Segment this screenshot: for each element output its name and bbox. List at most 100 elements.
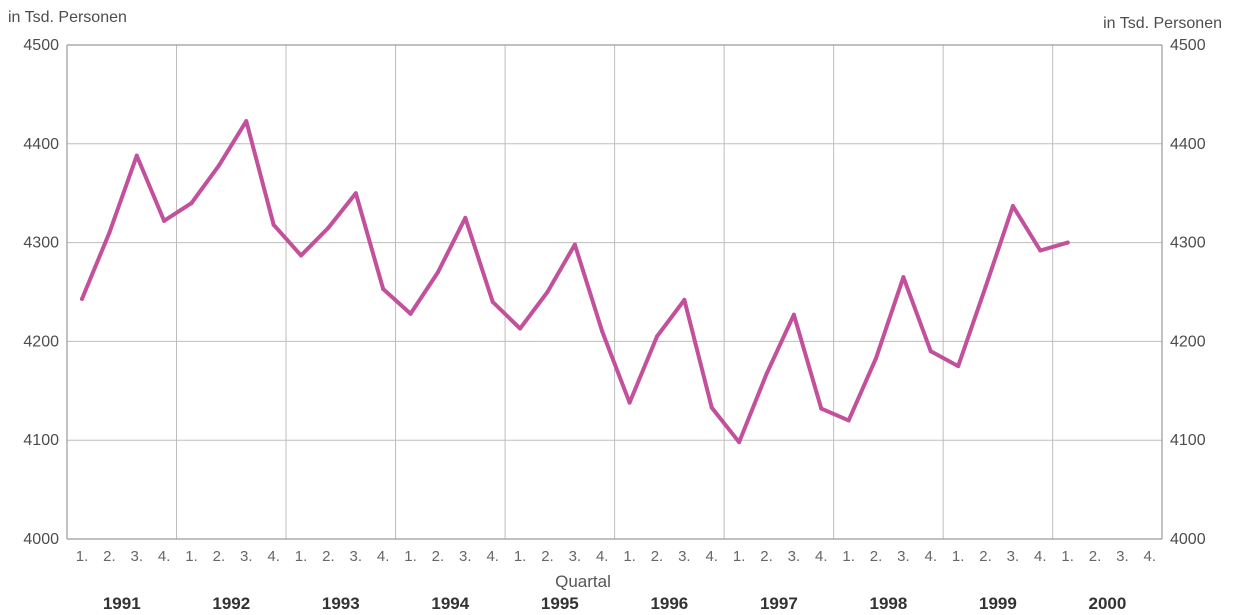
quarter-label-38: 2. (1089, 548, 1102, 565)
data-point-15 (463, 215, 468, 220)
quarter-label-33: 1. (952, 548, 965, 565)
gridlines (67, 44, 1162, 540)
quarter-label-13: 1. (404, 548, 417, 565)
quarter-label-8: 4. (267, 548, 280, 565)
data-point-27 (791, 312, 796, 317)
data-point-31 (901, 275, 906, 280)
quarter-label-19: 3. (569, 548, 582, 565)
data-point-36 (1038, 248, 1043, 253)
year-label-1994: 1994 (431, 594, 469, 613)
quarter-label-14: 2. (432, 548, 445, 565)
quarter-label-3: 3. (131, 548, 144, 565)
quarter-label-16: 4. (486, 548, 499, 565)
data-point-25 (737, 440, 742, 445)
quarter-label-35: 3. (1007, 548, 1020, 565)
series-layer (80, 119, 1070, 445)
data-point-37 (1065, 240, 1070, 245)
quarter-label-15: 3. (459, 548, 472, 565)
quarter-label-36: 4. (1034, 548, 1047, 565)
quarter-label-40: 4. (1144, 548, 1157, 565)
data-point-6 (216, 163, 221, 168)
quarter-label-7: 3. (240, 548, 253, 565)
data-point-9 (299, 253, 304, 258)
right-y-tick-label-4400: 4400 (1170, 136, 1206, 153)
quarter-label-17: 1. (514, 548, 527, 565)
data-point-29 (846, 418, 851, 423)
quarter-label-4: 4. (158, 548, 171, 565)
left-y-tick-label-4200: 4200 (23, 333, 59, 350)
quarter-label-39: 3. (1116, 548, 1129, 565)
data-point-33 (956, 364, 961, 369)
data-point-17 (518, 326, 523, 331)
quarter-label-1: 1. (76, 548, 89, 565)
quarter-label-21: 1. (623, 548, 636, 565)
x-axis-year-labels: 1991 1992 1993 1994 1995 1996 1997 1998 1999 2000 (103, 594, 1127, 613)
quarter-label-20: 4. (596, 548, 609, 565)
left-y-axis: 4000 4100 4200 4300 4400 4500 (23, 37, 59, 548)
data-point-30 (874, 356, 879, 361)
data-point-2 (107, 230, 112, 235)
left-y-tick-label-4000: 4000 (23, 531, 59, 548)
quarter-label-2: 2. (103, 548, 116, 565)
x-axis-quarter-labels: 1. 2. 3. 4. 1. 2. 3. 4. 1. 2. 3. 4. 1. 2. 3. 4. 1. 2. 3. 4.… (76, 548, 1156, 565)
quarter-label-32: 4. (925, 548, 938, 565)
quarter-label-6: 2. (213, 548, 226, 565)
quarter-label-12: 4. (377, 548, 390, 565)
data-point-35 (1010, 204, 1015, 209)
data-point-3 (134, 153, 139, 158)
left-axis-unit-label: in Tsd. Personen (8, 9, 127, 26)
data-point-22 (654, 334, 659, 339)
x-axis-title: Quartal (555, 572, 611, 591)
right-y-tick-label-4300: 4300 (1170, 235, 1206, 252)
data-point-8 (271, 222, 276, 227)
year-label-1997: 1997 (760, 594, 798, 613)
data-point-18 (545, 290, 550, 294)
left-y-tick-label-4500: 4500 (23, 37, 59, 54)
left-y-tick-label-4300: 4300 (23, 235, 59, 252)
right-y-tick-label-4100: 4100 (1170, 432, 1206, 449)
data-point-26 (764, 372, 769, 377)
data-point-23 (682, 297, 687, 302)
data-point-19 (572, 242, 577, 247)
quarter-label-34: 2. (979, 548, 992, 565)
quarter-label-11: 3. (350, 548, 363, 565)
quarter-label-18: 2. (541, 548, 554, 565)
right-axis-unit-label: in Tsd. Personen (1103, 15, 1222, 32)
quarter-label-31: 3. (897, 548, 910, 565)
quarter-label-28: 4. (815, 548, 828, 565)
quarter-label-26: 2. (760, 548, 773, 565)
data-point-7 (244, 119, 249, 124)
quarter-label-27: 3. (788, 548, 801, 565)
data-point-12 (381, 287, 386, 292)
year-label-1992: 1992 (212, 594, 250, 613)
quarter-label-37: 1. (1061, 548, 1074, 565)
year-label-1993: 1993 (322, 594, 360, 613)
left-y-tick-label-4100: 4100 (23, 432, 59, 449)
plot-frame (66, 44, 1163, 540)
series-line-0 (80, 119, 1070, 445)
quarter-label-25: 1. (733, 548, 746, 565)
quarter-label-30: 2. (870, 548, 883, 565)
year-label-2000: 2000 (1089, 594, 1127, 613)
data-point-11 (353, 191, 358, 196)
quarter-label-24: 4. (705, 548, 718, 565)
data-point-32 (928, 349, 933, 354)
right-y-tick-label-4500: 4500 (1170, 37, 1206, 54)
data-point-14 (435, 270, 440, 275)
quarter-label-5: 1. (185, 548, 198, 565)
quarter-label-22: 2. (651, 548, 664, 565)
right-y-tick-label-4000: 4000 (1170, 531, 1206, 548)
right-y-tick-label-4200: 4200 (1170, 333, 1206, 350)
data-point-21 (627, 400, 632, 405)
year-label-1991: 1991 (103, 594, 141, 613)
data-point-28 (819, 406, 824, 411)
data-point-20 (600, 329, 605, 334)
year-label-1995: 1995 (541, 594, 579, 613)
data-point-5 (189, 201, 194, 206)
data-point-16 (490, 299, 495, 304)
data-point-10 (326, 225, 331, 230)
data-point-4 (162, 218, 167, 223)
quarter-label-29: 1. (842, 548, 855, 565)
quarter-label-9: 1. (295, 548, 308, 565)
